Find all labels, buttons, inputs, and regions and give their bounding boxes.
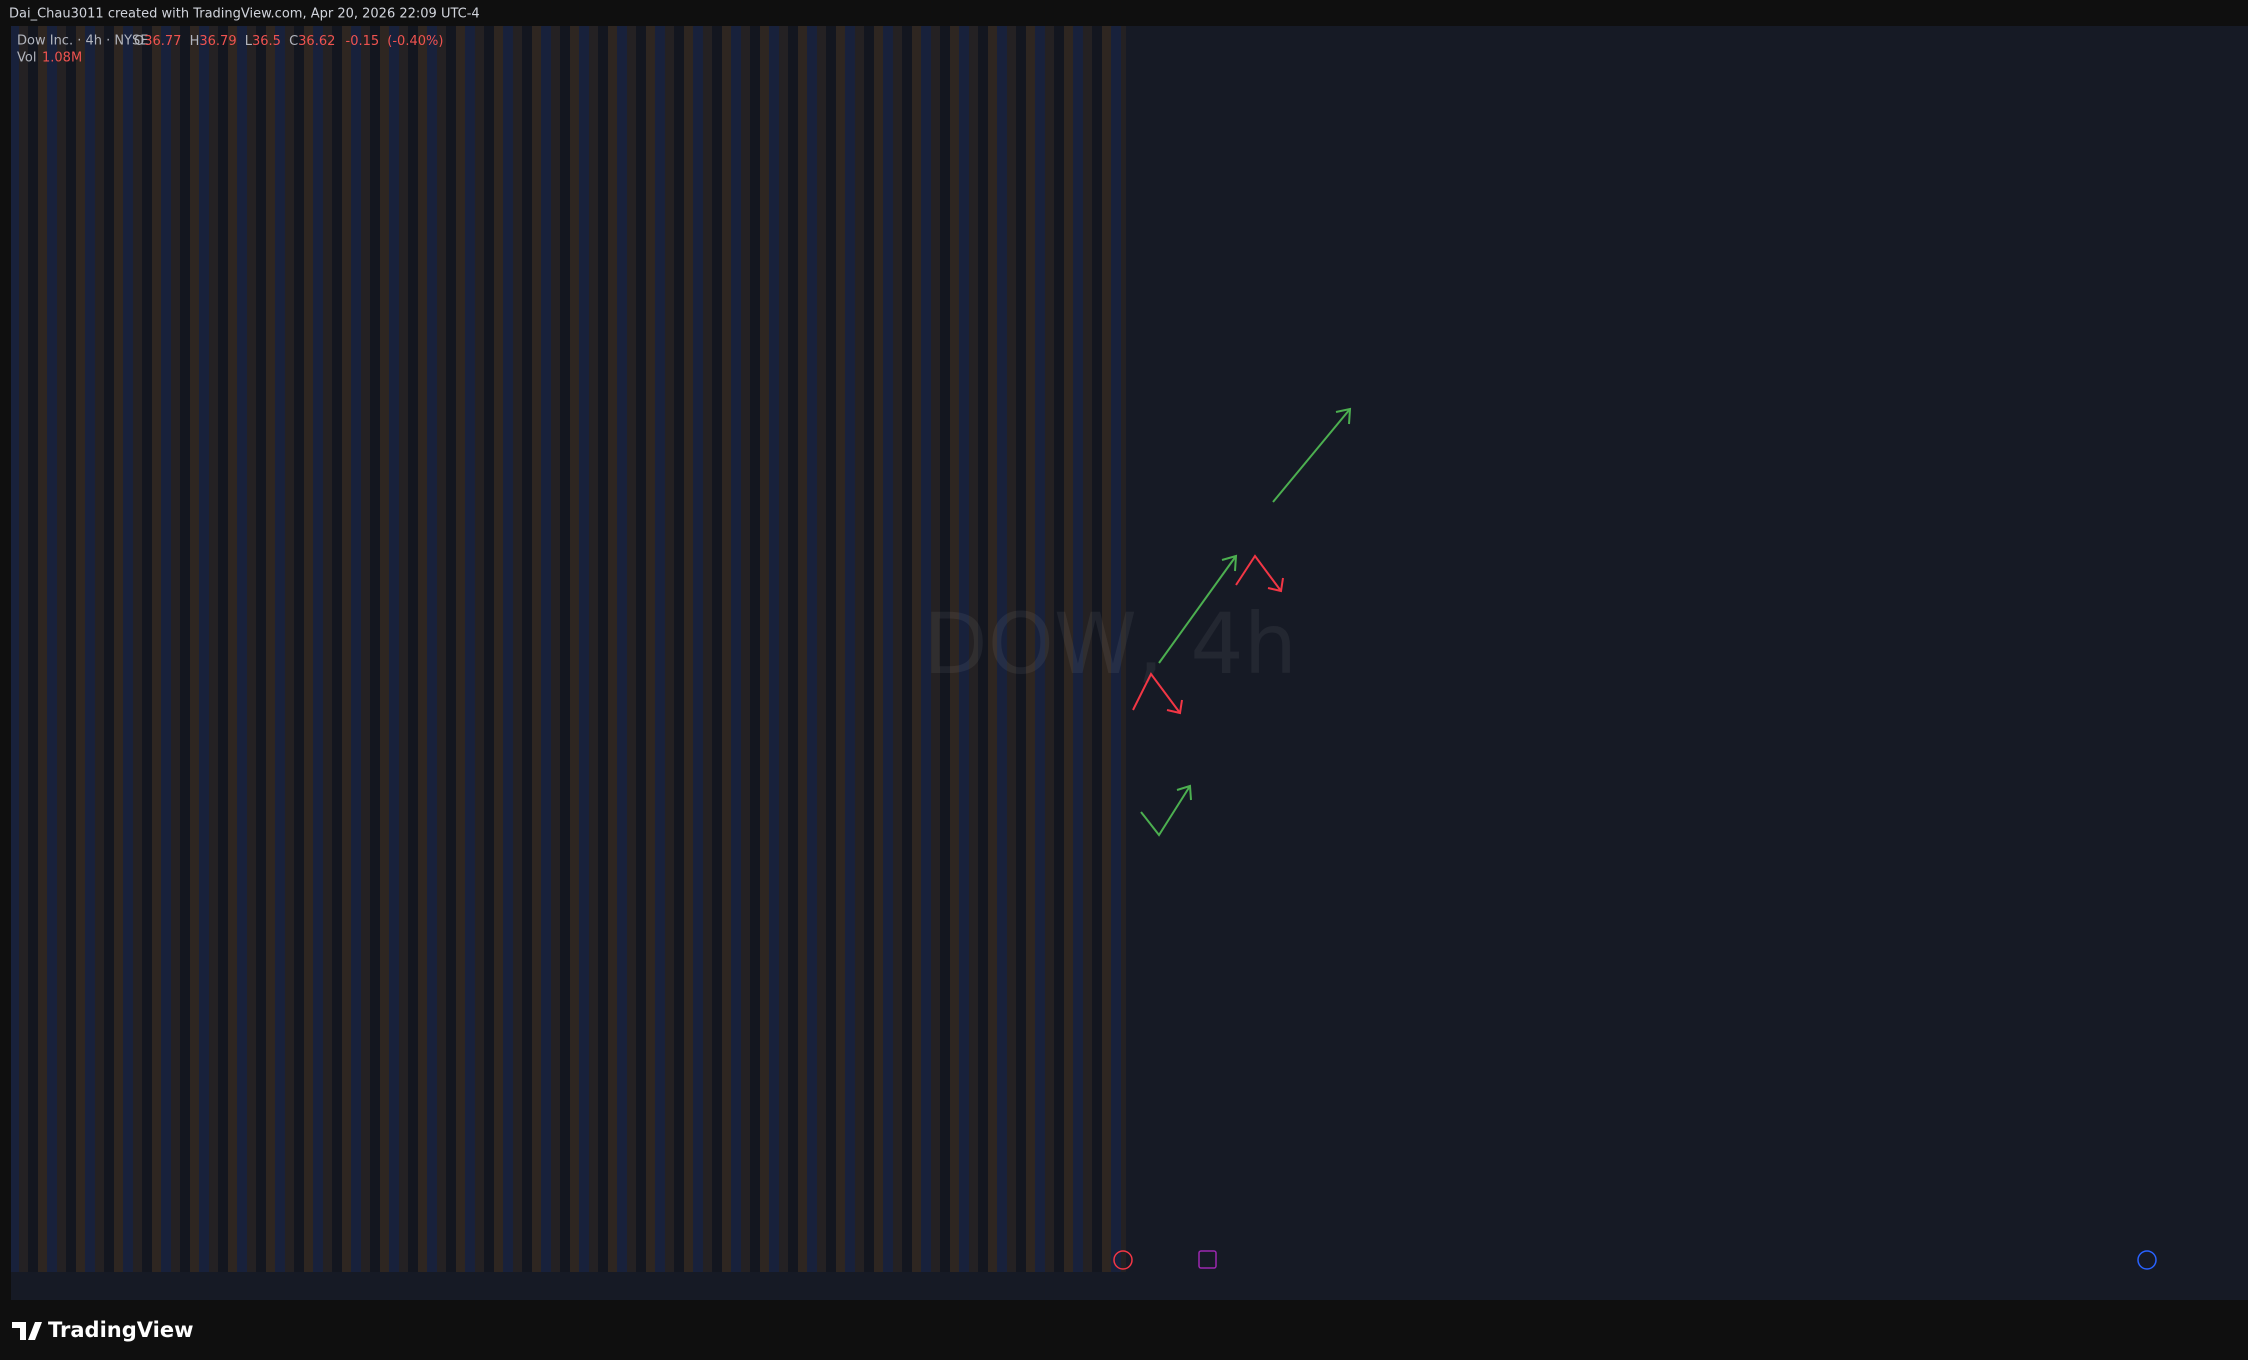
time-axis [11, 1272, 2248, 1300]
header: Dai_Chau3011 created with TradingView.co… [9, 7, 480, 22]
bottom-icons [1113, 1250, 2157, 1270]
icon [1198, 1250, 1217, 1269]
o-letter: O [134, 34, 144, 49]
arrow [1140, 785, 1191, 837]
icon [1113, 1250, 1133, 1270]
high: 36.79 [199, 34, 236, 49]
vol-value: 1.08M [42, 51, 82, 66]
drawings [1132, 407, 1352, 837]
low: 36.5 [252, 34, 281, 49]
arrowhead [1166, 699, 1183, 715]
brand: TradingView [12, 1318, 193, 1342]
change-pct: (-0.40%) [387, 34, 443, 49]
arrowhead [1267, 577, 1284, 593]
arrowhead [1335, 407, 1352, 425]
icon [2137, 1250, 2157, 1270]
arrow [1235, 554, 1282, 592]
brand-name: TradingView [48, 1318, 193, 1342]
l-letter: L [245, 34, 253, 49]
symbol: Dow Inc. · 4h · NYSE [17, 34, 149, 49]
open: 36.77 [144, 34, 181, 49]
arrowhead [1176, 784, 1192, 801]
legend-values: O36.77 H36.79 L36.5 C36.62 -0.15 (-0.40%… [134, 34, 443, 49]
price-axis [2183, 26, 2248, 1272]
watermark: DOW, 4h [923, 595, 1297, 693]
h-letter: H [190, 34, 200, 49]
arrow [1132, 672, 1181, 714]
legend: Dow Inc. · 4h · NYSE O36.77 H36.79 L36.5… [17, 34, 443, 66]
arrow [1158, 555, 1237, 664]
arrowhead [1221, 554, 1238, 572]
change: -0.15 [346, 34, 380, 49]
vol-title: Vol [17, 51, 36, 66]
close: 36.62 [298, 34, 335, 49]
logo [12, 1322, 42, 1340]
c-letter: C [289, 34, 298, 49]
arrow [1272, 408, 1351, 503]
session-stripes [11, 26, 1126, 1272]
